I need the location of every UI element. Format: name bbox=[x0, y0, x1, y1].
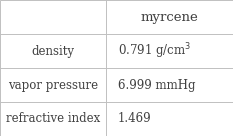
Bar bbox=[106, 0, 233, 34]
Text: vapor pressure: vapor pressure bbox=[8, 78, 98, 92]
Bar bbox=[0, 68, 106, 102]
Bar bbox=[0, 34, 106, 68]
Text: density: density bbox=[31, 44, 75, 58]
Text: refractive index: refractive index bbox=[6, 112, 100, 126]
Bar bbox=[0, 0, 106, 34]
Bar bbox=[106, 34, 233, 68]
Text: 1.469: 1.469 bbox=[118, 112, 151, 126]
Bar bbox=[106, 102, 233, 136]
Text: 0.791 g/cm$^{3}$: 0.791 g/cm$^{3}$ bbox=[118, 41, 191, 61]
Text: myrcene: myrcene bbox=[141, 10, 198, 24]
Bar bbox=[0, 102, 106, 136]
Text: 6.999 mmHg: 6.999 mmHg bbox=[118, 78, 195, 92]
Bar bbox=[106, 68, 233, 102]
